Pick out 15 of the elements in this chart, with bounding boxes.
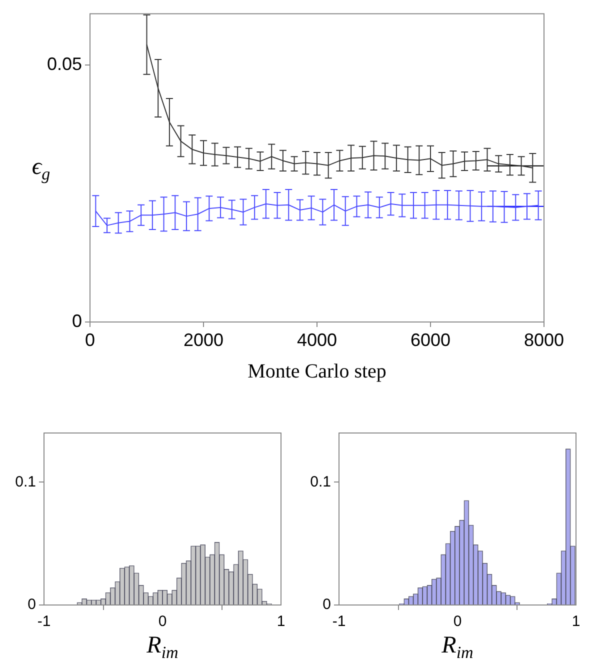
- y-tick-label: 0.1: [15, 473, 36, 490]
- y-tick-label: 0.1: [310, 473, 331, 490]
- x-tick-label: 0: [158, 613, 167, 630]
- x-tick-label: 2000: [183, 330, 224, 350]
- x-tick-label: 0: [84, 330, 96, 350]
- x-tick-label: 4000: [296, 330, 338, 350]
- x-tick-label: -1: [37, 613, 51, 630]
- x-tick-label: 1: [572, 613, 580, 630]
- x-tick-label: 0: [453, 613, 462, 630]
- x-tick-label: -1: [332, 613, 346, 630]
- x-tick-label: 1: [276, 613, 286, 630]
- x-tick-label: 8000: [524, 330, 564, 350]
- x-tick-label: 6000: [410, 330, 451, 350]
- x-axis-title: Monte Carlo step: [248, 360, 386, 382]
- y-tick-label: 0.05: [46, 54, 82, 74]
